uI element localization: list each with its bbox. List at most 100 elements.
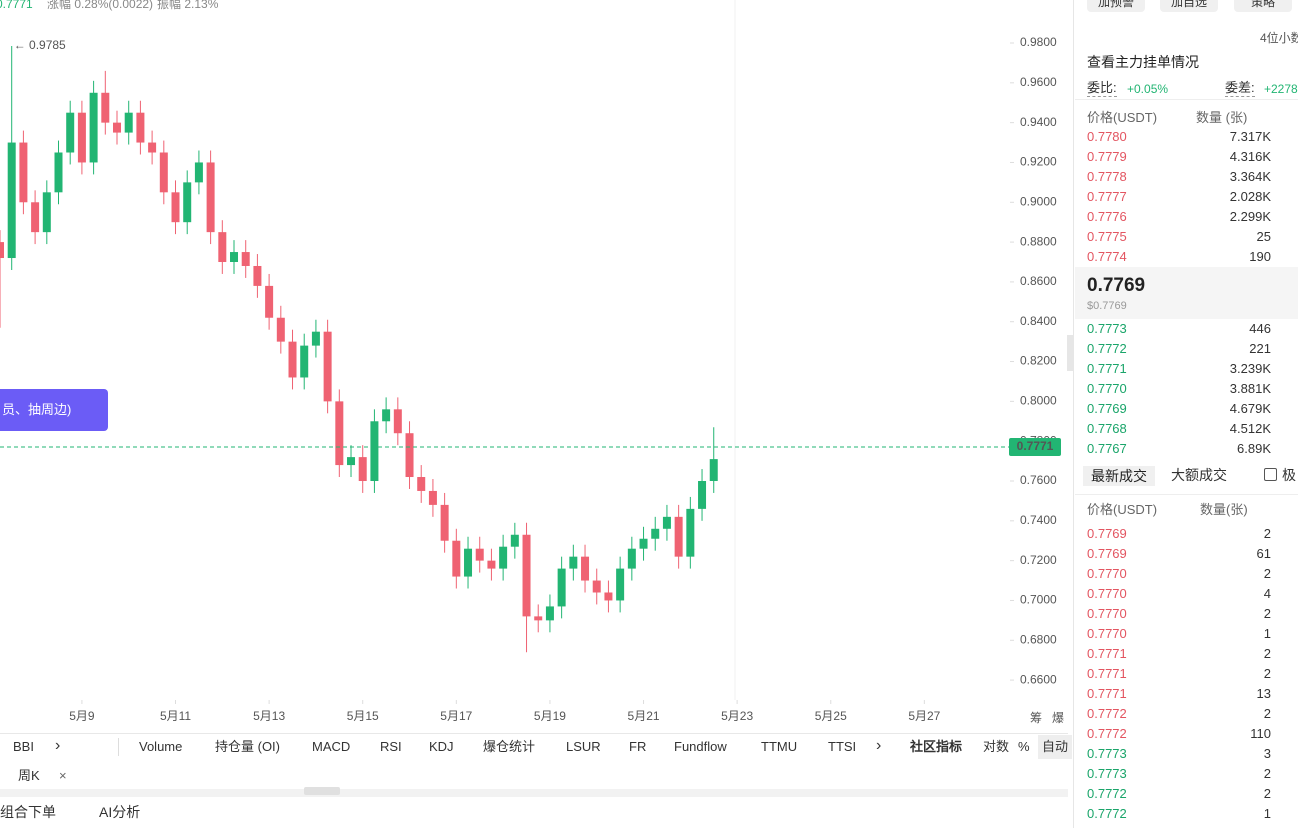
promo-text[interactable]: 员、抽周边) — [2, 402, 72, 417]
indicator-tab[interactable]: TTSI — [828, 739, 857, 754]
trade-qty: 2 — [1263, 566, 1271, 581]
candle — [113, 110, 122, 145]
decimals-select[interactable]: 4位小数 — [1260, 31, 1298, 45]
candle — [124, 100, 133, 145]
bottom-tab[interactable]: 组合下单 — [0, 804, 56, 820]
indicator-tab[interactable]: 社区指标 — [910, 739, 963, 754]
indicator-tab[interactable]: MACD — [312, 739, 351, 754]
resize-handle[interactable] — [304, 787, 340, 795]
candle — [545, 594, 554, 633]
candle-body — [42, 192, 51, 233]
indicator-tab[interactable]: TTMU — [761, 739, 798, 754]
trade-price: 0.7770 — [1087, 566, 1127, 581]
indicator-tab[interactable]: 自动 — [1038, 735, 1073, 759]
trade-tab[interactable]: 最新成交 — [1083, 466, 1155, 486]
price-chart: 0.66000.68000.70000.72000.74000.76000.78… — [0, 0, 1064, 725]
candle-body — [674, 516, 683, 557]
candle-body — [253, 265, 262, 286]
panel-button[interactable]: 加自选 — [1160, 0, 1218, 12]
last-price-box — [1009, 437, 1061, 456]
candle-body — [136, 112, 145, 143]
candle — [592, 568, 601, 605]
book-price: 0.7768 — [1087, 421, 1127, 436]
candle — [42, 180, 51, 245]
candle — [136, 100, 145, 155]
candle — [581, 544, 590, 593]
trade-tab[interactable]: 极 — [1282, 467, 1296, 483]
candle — [616, 556, 625, 613]
candle-body — [545, 606, 554, 621]
candle-body — [616, 568, 625, 601]
candle — [300, 333, 309, 390]
candle-body — [77, 112, 86, 163]
x-tick-label: 5月19 — [534, 709, 566, 723]
candle — [31, 190, 40, 245]
candle — [651, 516, 660, 551]
panel-border — [1073, 0, 1074, 828]
candle — [19, 130, 28, 215]
trade-price: 0.7771 — [1087, 646, 1127, 661]
candle-body — [54, 152, 63, 193]
indicator-tab[interactable]: KDJ — [429, 739, 454, 754]
candle — [7, 45, 16, 270]
book-price: 0.7779 — [1087, 149, 1127, 164]
candle — [358, 445, 367, 493]
candle — [54, 140, 63, 205]
y-tick-label: 0.9600 — [1020, 75, 1057, 89]
promo-banner[interactable] — [0, 389, 108, 431]
trade-qty: 4 — [1263, 586, 1271, 601]
trade-price: 0.7771 — [1087, 686, 1127, 701]
ratio-value: +0.05% — [1127, 82, 1169, 96]
book-qty: 190 — [1249, 249, 1271, 264]
close-tag[interactable]: × — [59, 768, 67, 783]
candle-body — [428, 490, 437, 505]
indicator-tab[interactable]: RSI — [380, 739, 402, 754]
candle — [393, 397, 402, 446]
scroll-arrow[interactable]: › — [55, 737, 61, 754]
period-tag[interactable]: 周K — [18, 768, 40, 783]
indicator-tab[interactable]: 持仓量 (OI) — [215, 739, 280, 754]
candle-body — [335, 401, 344, 466]
candle-body — [651, 528, 660, 539]
candle-body — [124, 112, 133, 133]
candle — [464, 536, 473, 589]
checkbox[interactable] — [1264, 468, 1277, 481]
indicator-tab[interactable]: 爆仓统计 — [483, 739, 536, 754]
y-tick-label: 0.9800 — [1020, 35, 1057, 49]
x-tick-label: 5月15 — [347, 709, 379, 723]
indicator-tab[interactable]: LSUR — [566, 739, 601, 754]
trade-tab[interactable]: 大额成交 — [1171, 467, 1227, 483]
book-qty: 2.028K — [1229, 189, 1271, 204]
book-price: 0.7773 — [1087, 321, 1127, 336]
bottom-tab[interactable]: AI分析 — [99, 804, 141, 820]
panel-toggle[interactable] — [1067, 335, 1074, 371]
y-tick-label: 0.8200 — [1020, 354, 1057, 368]
y-tick-label: 0.9000 — [1020, 194, 1057, 208]
indicator-tab[interactable]: 对数 — [983, 739, 1010, 754]
main-orders-link[interactable]: 查看主力挂单情况 — [1087, 54, 1199, 70]
trade-header: 数量(张) — [1200, 502, 1248, 517]
indicator-tab[interactable]: Volume — [139, 739, 183, 754]
indicator-tab[interactable]: BBI — [13, 739, 34, 754]
indicator-tab[interactable]: Fundflow — [674, 739, 727, 754]
indicator-tab[interactable]: FR — [629, 739, 647, 754]
candle — [253, 254, 262, 298]
trade-price: 0.7771 — [1087, 666, 1127, 681]
indicator-tab[interactable]: % — [1018, 739, 1030, 754]
scroll-arrow[interactable]: › — [876, 737, 882, 754]
panel-button[interactable]: 加预警 — [1087, 0, 1145, 12]
candle — [288, 329, 297, 390]
separator — [118, 738, 119, 756]
candle-body — [382, 409, 391, 422]
trade-qty: 2 — [1263, 526, 1271, 541]
y-tick-label: 0.9200 — [1020, 155, 1057, 169]
candle-body — [709, 459, 718, 482]
candle-body — [323, 331, 332, 402]
y-tick-label: 0.8600 — [1020, 274, 1057, 288]
candle-body — [288, 341, 297, 378]
panel-button[interactable]: 策略 — [1234, 0, 1292, 12]
x-tick-label: 5月9 — [69, 709, 95, 723]
candle-body — [464, 548, 473, 577]
axis-tool: 爆 — [1052, 711, 1064, 725]
